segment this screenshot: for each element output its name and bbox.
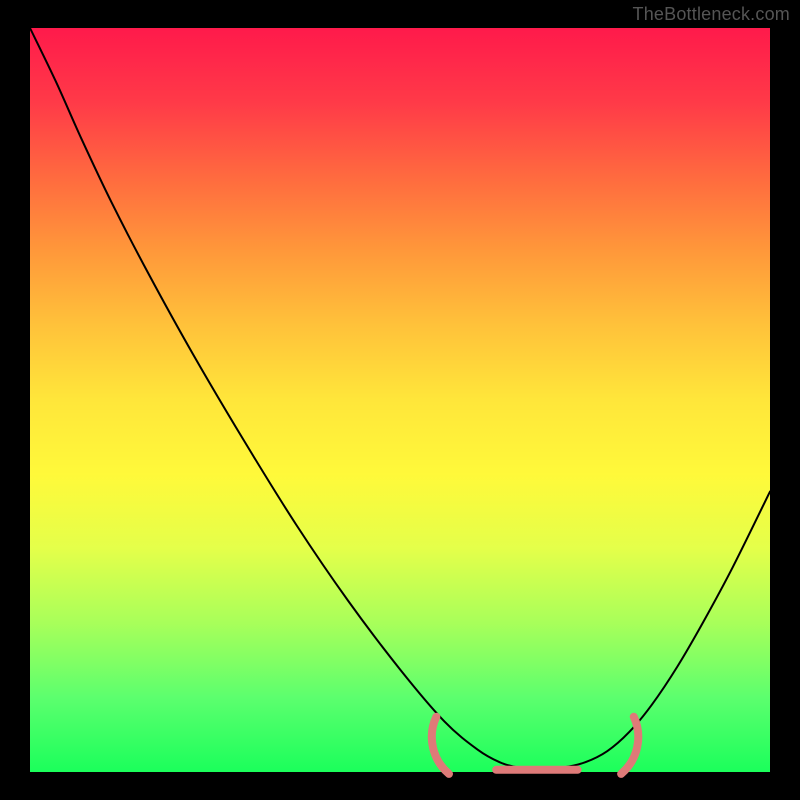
chart-svg [0,0,800,800]
plot-background [30,28,770,772]
watermark-text: TheBottleneck.com [633,4,790,25]
chart-container: { "watermark": { "text": "TheBottleneck.… [0,0,800,800]
